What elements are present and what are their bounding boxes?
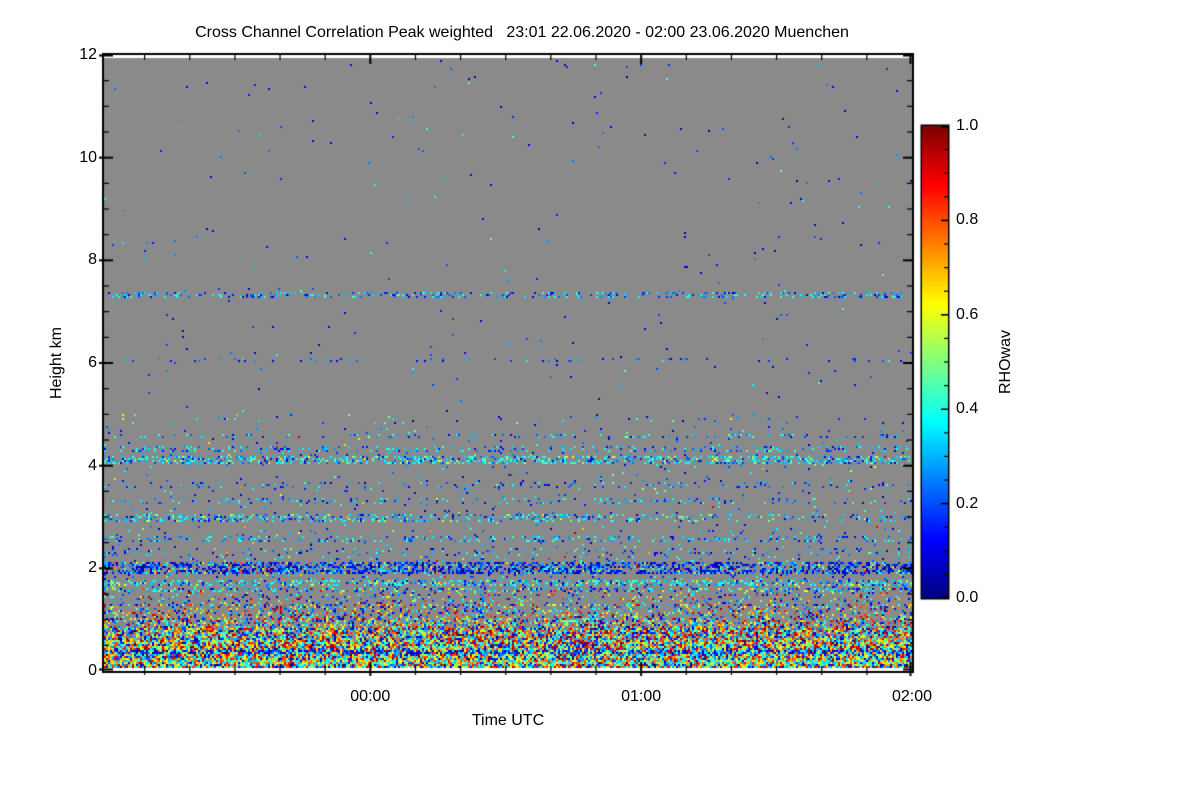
y-tick-label: 0: [88, 662, 97, 679]
y-tick-label: 2: [88, 559, 97, 577]
y-tick-label: 10: [79, 148, 97, 166]
y-tick-label: 8: [88, 251, 97, 269]
x-tick-label: 02:00: [891, 688, 933, 705]
x-tick-label: 00:00: [350, 688, 391, 705]
y-tick-label: 4: [88, 456, 97, 474]
y-tick-label: 12: [79, 46, 97, 63]
plot-title: Cross Channel Correlation Peak weighted …: [195, 24, 849, 41]
x-tick-label: 01:00: [621, 688, 662, 705]
colorbar-tick-label: 0.0: [956, 589, 979, 606]
colorbar-tick-label: 0.8: [956, 211, 979, 229]
colorbar-tick-label: 0.4: [956, 400, 979, 418]
colorbar-tick-label: 0.6: [956, 305, 979, 323]
x-axis-label: Time UTC: [471, 712, 545, 729]
colorbar-label: RHOwav: [997, 329, 1014, 395]
colorbar-tick-label: 1.0: [956, 117, 979, 134]
colorbar-tick-label: 0.2: [956, 494, 979, 512]
y-tick-label: 6: [88, 354, 97, 371]
